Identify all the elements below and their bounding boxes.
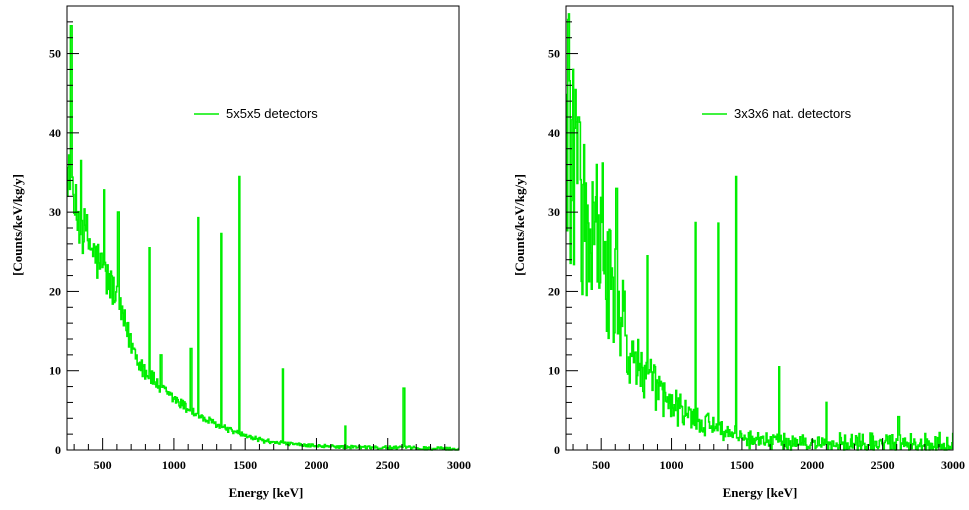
left-y-tick-label: 10 [49,364,61,378]
left-y-tick-label: 40 [49,126,61,140]
left-chart-panel: [Counts/keV/kg/y] Energy [keV] 5x5x5 det… [10,5,471,500]
right-x-tick-label: 2500 [871,458,895,472]
left-legend-label: 5x5x5 detectors [226,106,318,121]
right-legend-label: 3x3x6 nat. detectors [734,106,852,121]
left-x-tick-label: 1500 [233,458,257,472]
right-y-axis-title: [Counts/keV/kg/y] [512,174,527,276]
right-chart-panel: [Counts/keV/kg/y] Energy [keV] 3x3x6 nat… [512,5,965,500]
right-x-tick-label: 500 [592,458,610,472]
left-y-tick-label: 0 [55,443,61,457]
right-x-tick-label: 1000 [660,458,684,472]
right-y-tick-label: 0 [554,443,560,457]
left-x-tick-label: 1000 [162,458,186,472]
right-y-tick-label: 20 [548,284,560,298]
left-y-axis-title: [Counts/keV/kg/y] [10,174,25,276]
right-x-tick-label: 3000 [941,458,965,472]
left-x-tick-label: 3000 [447,458,471,472]
right-x-tick-label: 2000 [800,458,824,472]
left-y-tick-label: 50 [49,47,61,61]
right-y-tick-label: 50 [548,47,560,61]
left-x-tick-label: 500 [94,458,112,472]
left-y-tick-label: 30 [49,205,61,219]
left-spectrum-series [67,25,460,451]
right-spectrum-series [566,13,954,451]
left-y-tick-label: 20 [49,284,61,298]
right-y-tick-label: 40 [548,126,560,140]
right-y-tick-label: 30 [548,205,560,219]
left-x-tick-label: 2000 [304,458,328,472]
left-x-tick-label: 2500 [376,458,400,472]
right-x-tick-label: 1500 [730,458,754,472]
right-x-axis-title: Energy [keV] [723,485,798,500]
left-x-axis-title: Energy [keV] [229,485,304,500]
right-y-tick-label: 10 [548,364,560,378]
